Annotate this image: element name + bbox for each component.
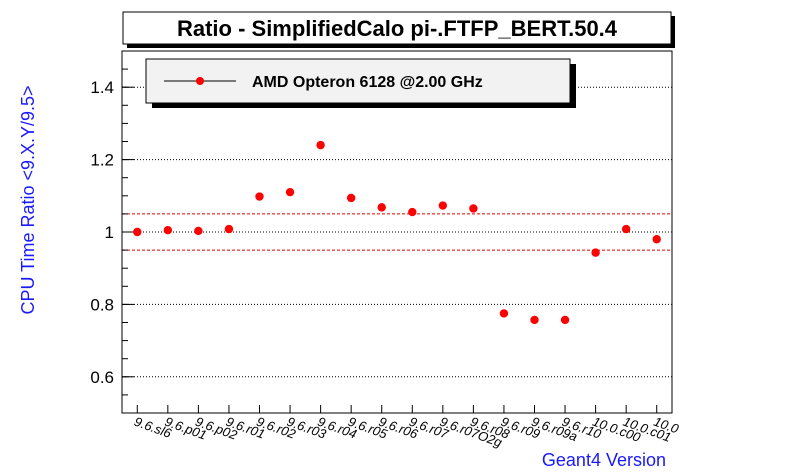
data-point (621, 224, 631, 234)
y-axis-ticks: 0.6 0.8 1 1.2 1.4 (90, 50, 134, 414)
x-axis-ticks: 9.6.sl69.6.p019.6.p029.6.r019.6.r029.6.r… (132, 405, 681, 450)
data-point (530, 315, 539, 325)
y-tick-label: 0.6 (90, 368, 114, 387)
data-point (652, 235, 661, 244)
data-point (163, 225, 173, 235)
chart-title: Ratio - SimplifiedCalo pi-.FTFP_BERT.50.… (177, 16, 618, 41)
data-point (133, 227, 142, 237)
data-point (408, 207, 417, 217)
y-axis-label: CPU Time Ratio <9.X.Y/9.5> (18, 85, 38, 314)
y-tick-label: 1.4 (90, 78, 114, 97)
data-point (377, 203, 386, 212)
x-axis-label: Geant4 Version (542, 450, 666, 470)
y-tick-label: 0.8 (90, 295, 114, 314)
legend-marker (196, 77, 204, 85)
data-point (438, 201, 448, 210)
data-point (346, 193, 356, 203)
data-point (469, 204, 478, 213)
y-gridlines (122, 86, 672, 378)
y-tick-label: 1 (105, 223, 114, 242)
legend: AMD Opteron 6128 @2.00 GHz (145, 58, 576, 108)
reference-lines (122, 213, 672, 251)
data-point (499, 309, 509, 318)
y-tick-label: 1.2 (90, 151, 114, 170)
data-point (194, 226, 203, 236)
data-point (285, 187, 295, 197)
data-point (316, 140, 325, 150)
data-point (255, 192, 264, 201)
data-point (224, 224, 234, 234)
title-box: Ratio - SimplifiedCalo pi-.FTFP_BERT.50.… (122, 11, 675, 48)
data-points (133, 140, 661, 325)
data-point (560, 315, 570, 325)
data-point (591, 248, 600, 257)
legend-label: AMD Opteron 6128 @2.00 GHz (252, 74, 483, 91)
